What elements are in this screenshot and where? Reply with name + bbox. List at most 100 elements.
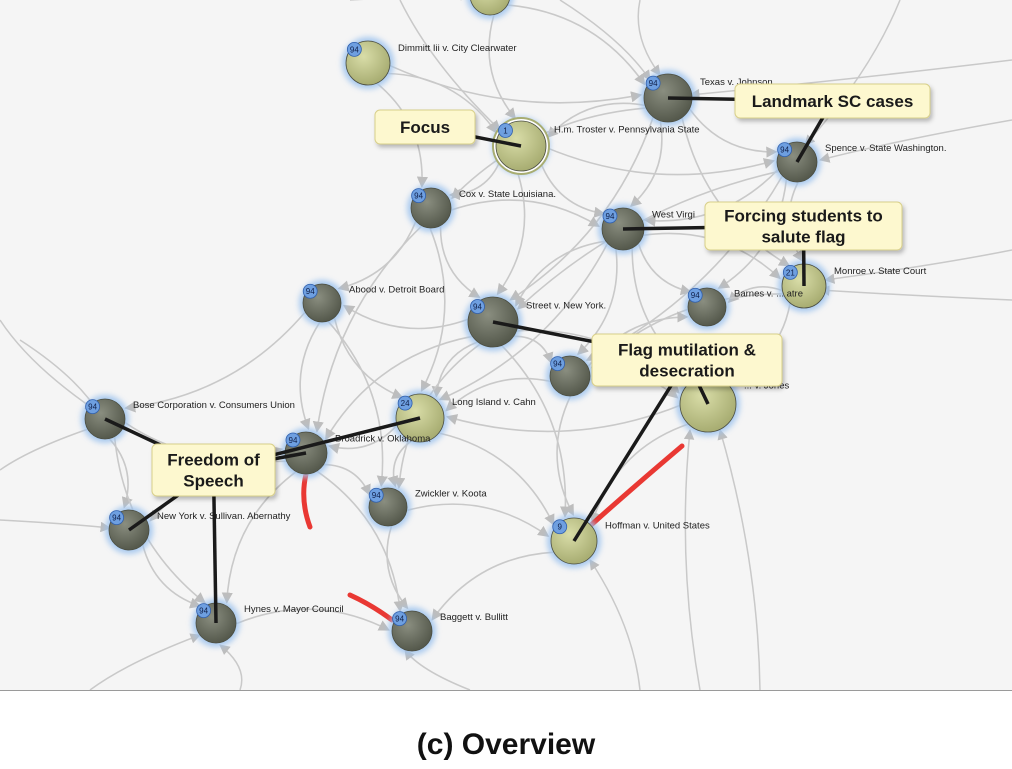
node-badge-count: 21 [786,268,795,277]
node-badge-count: 94 [691,291,700,300]
edge-offscreen [823,249,1012,284]
node-badge-count: 94 [473,303,482,312]
node-bose[interactable]: 94 Bose Corporation v. Consumers Union [81,395,295,443]
node-badge-count: 94 [780,146,789,155]
divider [0,690,1012,691]
edge-westvirg-longisland [438,242,609,401]
callout-box [704,201,903,251]
node-badge-count: 24 [401,399,410,408]
node-badge-count: 9 [558,523,563,532]
edge-texas-spence [688,108,778,158]
edge-offscreen [399,0,501,131]
highlight-edge-1 [347,592,395,623]
node-cox[interactable]: 94 Cox v. State Louisiana. [407,184,556,232]
edge-offscreen [0,319,96,411]
node-badge-count: 94 [350,45,359,54]
node-badge [196,603,212,618]
node-label: Monroe v. State Court [834,266,927,277]
node-badge [392,611,408,626]
node-street[interactable]: 94 Street v. New York. [464,293,606,351]
edge-troster-westvirg [539,161,606,218]
edge-offscreen [219,644,243,690]
node-badge [411,188,427,204]
edge-westvirg-barnes [637,243,692,296]
edge-street-longisland [431,341,479,398]
node-label: Broadrick v. Oklahoma [335,433,431,444]
edge-westvirg-street [515,240,607,307]
edge-cox-broadrick [312,225,423,433]
callout-text: Landmark SC cases [752,92,914,111]
edge-offscreen [804,0,901,146]
node-dimmitt[interactable]: 94 Dimmitt Iii v. City Clearwater [342,37,517,89]
graph-canvas[interactable]: 94 Dimmitt Iii v. City Clearwater 94 Texas … [0,0,1012,690]
node-badge [470,299,485,314]
edge-broadrick-hynes [221,470,297,604]
edge-hynes-baggett [235,608,391,631]
node-flagnode[interactable]: 94 [546,352,594,400]
node-badge [285,432,301,448]
callout-text: desecration [639,362,734,381]
node-label: Bose Corporation v. Consumers Union [133,400,295,411]
edge-hoffman-baggett [431,551,554,621]
callouts-layer: Landmark SC cases Focus Forcing students t… [151,83,931,497]
node-badge-count: 94 [395,615,404,624]
callout-connector-flag-hoffman [572,359,689,542]
edge-dimmitt-texas [389,64,643,104]
edge-broadrick-baggett [316,470,405,613]
node-badge-count: 94 [289,436,298,445]
callout-focus[interactable]: Focus [374,109,476,145]
edge-jones-hoffman [589,423,689,524]
node-abood[interactable]: 94 Abood v. Detroit Board [299,280,444,326]
callout-landmark[interactable]: Landmark SC cases [734,83,931,119]
node-baggett[interactable]: 94 Baggett v. Bullitt [388,607,508,655]
callout-box [374,109,476,145]
node-troster[interactable]: 1 H.m. Troster v. Pennsylvania State [492,117,700,175]
edge-top-texas [507,4,646,86]
node-label: H.m. Troster v. Pennsylvania State [554,124,700,135]
node-badge [777,142,792,158]
node-badge [550,356,565,372]
callout-text: Flag mutilation & [618,341,756,360]
node-badge-count: 94 [306,287,315,296]
node-zwickler[interactable]: 94 Zwickler v. Koota [365,484,487,530]
node-top[interactable] [466,0,514,19]
node-badge-count: 94 [372,491,381,500]
callout-freedom[interactable]: Freedom of Speech [151,443,276,497]
edge-cox-street [439,225,481,299]
edge-cox-westvirg [450,199,601,228]
node-monroe[interactable]: 21 Monroe v. State Court [778,260,927,312]
edge-offscreen [683,428,701,690]
edge-flagnode-longisland [445,377,551,412]
edge-abood-zwickler [327,320,388,488]
callout-box [734,83,931,119]
node-label: New York v. Sullivan. Abernathy [157,511,291,522]
node-circle[interactable] [470,0,510,16]
node-badge-count: 94 [553,360,562,369]
callout-text: Forcing students to [724,207,883,226]
edge-zwickler-hoffman [406,503,550,537]
edge-monroe-barnes [727,286,783,304]
node-badge [346,41,362,57]
callout-box [151,443,276,497]
callout-text: Focus [400,118,450,137]
node-badge-count: 94 [649,79,658,88]
node-label: Dimmitt Iii v. City Clearwater [398,43,517,54]
node-label: Baggett v. Bullitt [440,612,508,623]
edge-troster-cox [448,159,502,201]
node-label: Abood v. Detroit Board [349,285,444,296]
callout-forcing[interactable]: Forcing students to salute flag [704,201,903,251]
edge-offscreen [404,649,471,690]
callout-flag[interactable]: Flag mutilation & desecration [591,333,783,387]
node-nyt[interactable]: 94 New York v. Sullivan. Abernathy [105,506,291,554]
node-label: Hynes v. Mayor Council [244,604,344,615]
node-barnes[interactable]: 94 Barnes v. ... atre [684,284,803,330]
node-badge-count: 94 [112,514,121,523]
edge-offscreen [589,559,641,690]
node-badge-count: 94 [88,403,97,412]
highlight-edge-2 [587,443,685,529]
edge-offscreen [818,285,1012,301]
edge-offscreen [637,0,661,76]
node-label: Cox v. State Louisiana. [459,189,556,200]
node-westvirg[interactable]: 94 West Virgi [598,204,695,254]
citation-network: 94 Dimmitt Iii v. City Clearwater 94 Texas … [0,0,1012,690]
